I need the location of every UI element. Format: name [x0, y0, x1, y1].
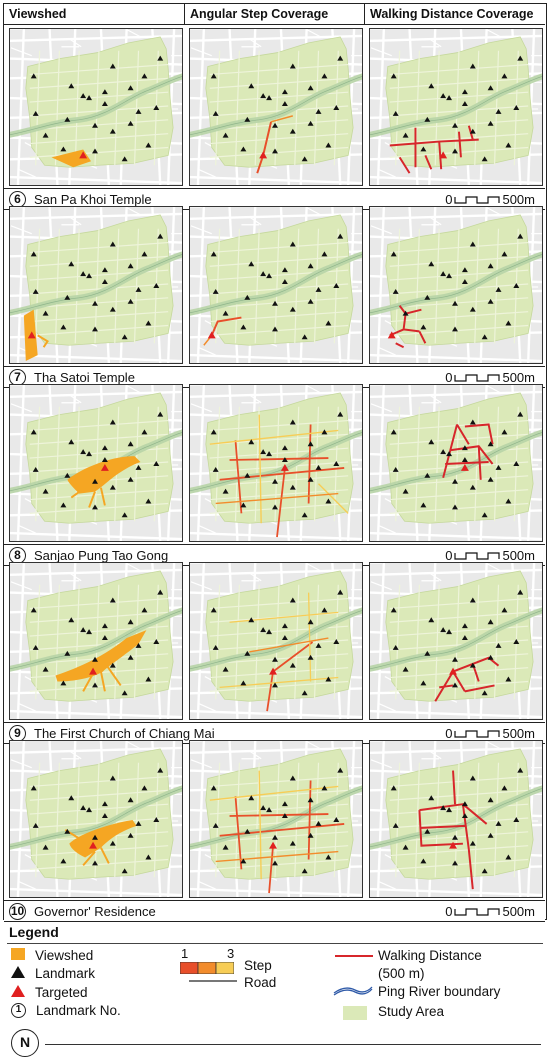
- legend-landmark-no-label: Landmark No.: [36, 1003, 121, 1018]
- landmark-number-badge: 10: [9, 903, 26, 920]
- map-angular-step-landmark-9: [189, 562, 363, 720]
- legend-title: Legend: [9, 924, 59, 940]
- scale-end-label: 500m: [502, 548, 535, 563]
- river-boundary-icon: [333, 986, 373, 996]
- legend-walking-label: Walking Distance: [378, 948, 482, 963]
- header-angular-step: Angular Step Coverage: [185, 4, 365, 25]
- map-walking-distance-landmark-9: [369, 562, 543, 720]
- map-viewshed-landmark-8: [9, 384, 183, 542]
- map-viewshed-landmark-7: [9, 206, 183, 364]
- walking-line-icon: [335, 955, 373, 957]
- scale-end-label: 500m: [502, 726, 535, 741]
- viewshed-swatch-icon: [11, 948, 25, 963]
- legend-targeted-label: Targeted: [35, 985, 88, 1000]
- targeted-triangle-icon: [11, 985, 25, 1000]
- landmark-title: Tha Satoi Temple: [34, 370, 135, 385]
- scale-end-label: 500m: [502, 370, 535, 385]
- landmark-triangle-icon: [11, 966, 25, 981]
- scale-zero-label: 0: [445, 904, 453, 919]
- north-divider: [45, 1044, 541, 1045]
- map-viewshed-landmark-10: [9, 740, 183, 898]
- legend-landmark: Landmark: [11, 966, 95, 981]
- scale-end-label: 500m: [502, 904, 535, 919]
- scale-end-label: 500m: [502, 192, 535, 207]
- legend-study-area-label: Study Area: [378, 1004, 445, 1019]
- legend: Legend Viewshed Landmark Targeted 1 Land…: [3, 922, 547, 1062]
- scale-bar-icon: [454, 907, 501, 916]
- legend-targeted: Targeted: [11, 985, 88, 1000]
- map-viewshed-landmark-9: [9, 562, 183, 720]
- legend-river-label: Ping River boundary: [378, 984, 501, 999]
- caption-landmark-10: 10 Governor' Residence 0 500m: [4, 900, 545, 922]
- legend-landmark-no: 1 Landmark No.: [11, 1003, 121, 1018]
- north-arrow-icon: N: [11, 1029, 39, 1057]
- landmark-title: Governor' Residence: [34, 904, 156, 919]
- scale-zero-label: 0: [445, 192, 453, 207]
- scale-bar-icon: [454, 195, 501, 204]
- landmark-title: The First Church of Chiang Mai: [34, 726, 215, 741]
- study-area-swatch-icon: [343, 1006, 367, 1020]
- scale-bar-icon: [454, 551, 501, 560]
- map-viewshed-landmark-6: [9, 28, 183, 186]
- landmark-title: San Pa Khoi Temple: [34, 192, 152, 207]
- scale-zero-label: 0: [445, 548, 453, 563]
- scale-bar: 0 500m: [445, 726, 535, 741]
- landmark-number-icon: 1: [11, 1003, 26, 1018]
- map-walking-distance-landmark-10: [369, 740, 543, 898]
- scale-zero-label: 0: [445, 370, 453, 385]
- step-gradient-icon: [180, 962, 234, 974]
- map-walking-distance-landmark-7: [369, 206, 543, 364]
- legend-viewshed-label: Viewshed: [35, 948, 94, 963]
- legend-viewshed: Viewshed: [11, 948, 93, 963]
- scale-bar: 0 500m: [445, 548, 535, 563]
- scale-zero-label: 0: [445, 726, 453, 741]
- landmark-title: Sanjao Pung Tao Gong: [34, 548, 169, 563]
- figure-frame: Viewshed Angular Step Coverage Walking D…: [3, 3, 547, 922]
- step-max-label: 3: [227, 946, 235, 961]
- legend-divider: [7, 943, 543, 944]
- map-walking-distance-landmark-6: [369, 28, 543, 186]
- legend-walking-sub-label: (500 m): [378, 966, 425, 981]
- header-walking-distance: Walking Distance Coverage: [365, 4, 545, 25]
- step-min-label: 1: [181, 946, 189, 961]
- scale-bar-icon: [454, 729, 501, 738]
- scale-bar-icon: [454, 373, 501, 382]
- map-walking-distance-landmark-8: [369, 384, 543, 542]
- header-viewshed: Viewshed: [4, 4, 185, 25]
- map-angular-step-landmark-10: [189, 740, 363, 898]
- map-angular-step-landmark-7: [189, 206, 363, 364]
- map-angular-step-landmark-8: [189, 384, 363, 542]
- legend-landmark-label: Landmark: [35, 966, 96, 981]
- legend-road-label: Road: [244, 975, 277, 990]
- road-line-icon: [189, 980, 237, 982]
- scale-bar: 0 500m: [445, 370, 535, 385]
- scale-bar: 0 500m: [445, 904, 535, 919]
- legend-step-label: Step: [244, 958, 272, 973]
- legend-step-scale: 1 3: [176, 946, 246, 986]
- map-angular-step-landmark-6: [189, 28, 363, 186]
- scale-bar: 0 500m: [445, 192, 535, 207]
